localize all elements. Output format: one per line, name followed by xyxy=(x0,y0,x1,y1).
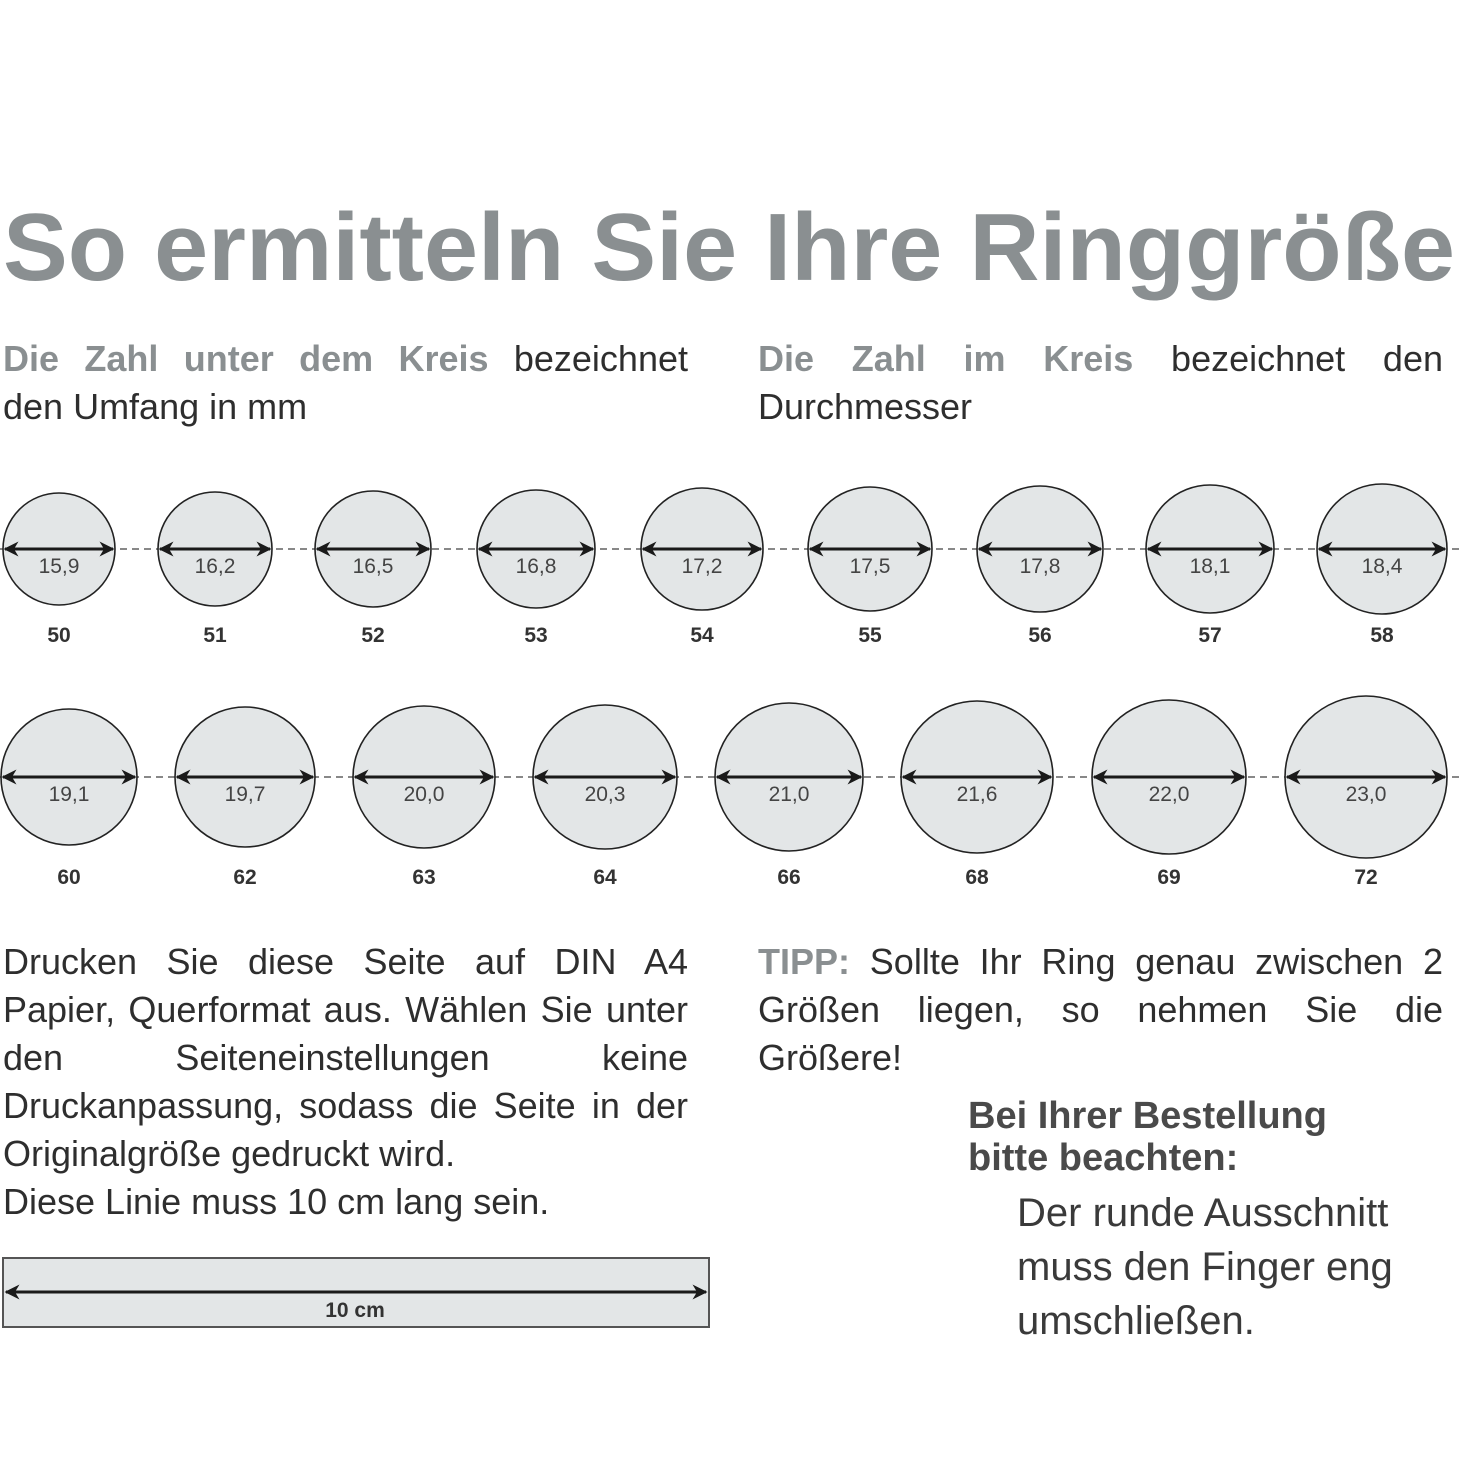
intro-left-text: bezeichnet xyxy=(488,338,688,379)
tip: TIPP: Sollte Ihr Ring genau zwischen 2 G… xyxy=(758,938,1443,1082)
ring-58: 18,4 58 xyxy=(1316,483,1448,647)
circumference-label: 55 xyxy=(858,624,882,647)
circumference-label: 53 xyxy=(524,624,547,647)
tip-label: TIPP: xyxy=(758,941,851,982)
order-note-heading: Bei Ihrer Bestellung bitte beachten: xyxy=(968,1095,1327,1179)
diameter-label: 16,8 xyxy=(516,555,557,578)
diameter-label: 17,8 xyxy=(1020,555,1061,578)
order-note-line2: muss den Finger eng xyxy=(1017,1245,1393,1289)
circumference-label: 64 xyxy=(593,866,617,889)
ring-69: 22,0 69 xyxy=(1091,699,1247,889)
diameter-label: 17,2 xyxy=(682,555,723,578)
diameter-label: 16,5 xyxy=(353,555,394,578)
diameter-label: 21,6 xyxy=(957,783,998,806)
diameter-label: 18,4 xyxy=(1362,555,1403,578)
order-note-line1: Der runde Ausschnitt xyxy=(1017,1191,1389,1235)
ring-68: 21,6 68 xyxy=(900,700,1054,889)
diameter-label: 15,9 xyxy=(39,555,80,578)
order-note-line3: umschließen. xyxy=(1017,1299,1255,1343)
ring-57: 18,1 57 xyxy=(1145,484,1275,647)
circumference-label: 56 xyxy=(1028,624,1051,647)
ring-55: 17,5 55 xyxy=(807,486,933,647)
diameter-label: 19,1 xyxy=(49,783,90,806)
intro-right-line2: Durchmesser xyxy=(758,386,973,427)
print-instructions: Drucken Sie diese Seite auf DIN A4 Papie… xyxy=(3,941,688,1174)
circumference-label: 51 xyxy=(203,624,227,647)
intro-left: Die Zahl unter dem Kreis bezeichnet xyxy=(3,335,688,383)
ring-54: 17,2 54 xyxy=(640,487,764,647)
diameter-label: 23,0 xyxy=(1346,783,1387,806)
circumference-label: 62 xyxy=(233,866,256,889)
order-note-text: Der runde Ausschnitt muss den Finger eng… xyxy=(1017,1186,1393,1348)
order-note-heading-line2: bitte beachten: xyxy=(968,1137,1239,1179)
diameter-label: 19,7 xyxy=(225,783,266,806)
diameter-label: 18,1 xyxy=(1190,555,1231,578)
circumference-label: 50 xyxy=(47,624,70,647)
ring-64: 20,3 64 xyxy=(532,704,678,889)
circumference-label: 66 xyxy=(777,866,800,889)
circumference-label: 63 xyxy=(412,866,435,889)
circumference-label: 58 xyxy=(1370,624,1394,647)
diameter-label: 20,3 xyxy=(585,783,626,806)
circumference-label: 54 xyxy=(690,624,714,647)
ring-62: 19,7 62 xyxy=(174,706,316,889)
circumference-label: 72 xyxy=(1354,866,1377,889)
diameter-label: 17,5 xyxy=(850,555,891,578)
diameter-label: 16,2 xyxy=(195,555,236,578)
circumference-label: 60 xyxy=(57,866,80,889)
intro-left-highlight: Die Zahl unter dem Kreis xyxy=(3,338,489,379)
order-note-heading-line1: Bei Ihrer Bestellung xyxy=(968,1095,1327,1137)
circumference-label: 57 xyxy=(1198,624,1221,647)
ring-51: 16,2 51 xyxy=(157,491,273,647)
ring-56: 17,8 56 xyxy=(976,485,1104,647)
ring-50: 15,9 50 xyxy=(2,492,116,647)
ring-53: 16,8 53 xyxy=(476,489,596,647)
line-note: Diese Linie muss 10 cm lang sein. xyxy=(3,1181,550,1222)
ruler-label: 10 cm xyxy=(325,1299,385,1322)
diameter-label: 20,0 xyxy=(404,783,445,806)
circumference-label: 52 xyxy=(361,624,384,647)
diameter-label: 21,0 xyxy=(769,783,810,806)
circumference-label: 68 xyxy=(965,866,989,889)
ring-60: 19,1 60 xyxy=(0,708,138,889)
intro-right-text: bezeichnet den xyxy=(1133,338,1443,379)
intro-left-line2: den Umfang in mm xyxy=(3,386,308,427)
page-title: So ermitteln Sie Ihre Ringgröße xyxy=(3,194,1455,301)
ring-52: 16,5 52 xyxy=(314,490,432,647)
ring-72: 23,0 72 xyxy=(1284,695,1448,889)
ring-66: 21,0 66 xyxy=(714,702,864,889)
circumference-label: 69 xyxy=(1157,866,1180,889)
intro-right: Die Zahl im Kreis bezeichnet den xyxy=(758,335,1443,383)
tip-text: Sollte Ihr Ring genau zwischen 2 Größen … xyxy=(758,941,1443,1078)
intro-right-highlight: Die Zahl im Kreis xyxy=(758,338,1134,379)
diameter-label: 22,0 xyxy=(1149,783,1190,806)
ring-63: 20,0 63 xyxy=(352,705,496,889)
